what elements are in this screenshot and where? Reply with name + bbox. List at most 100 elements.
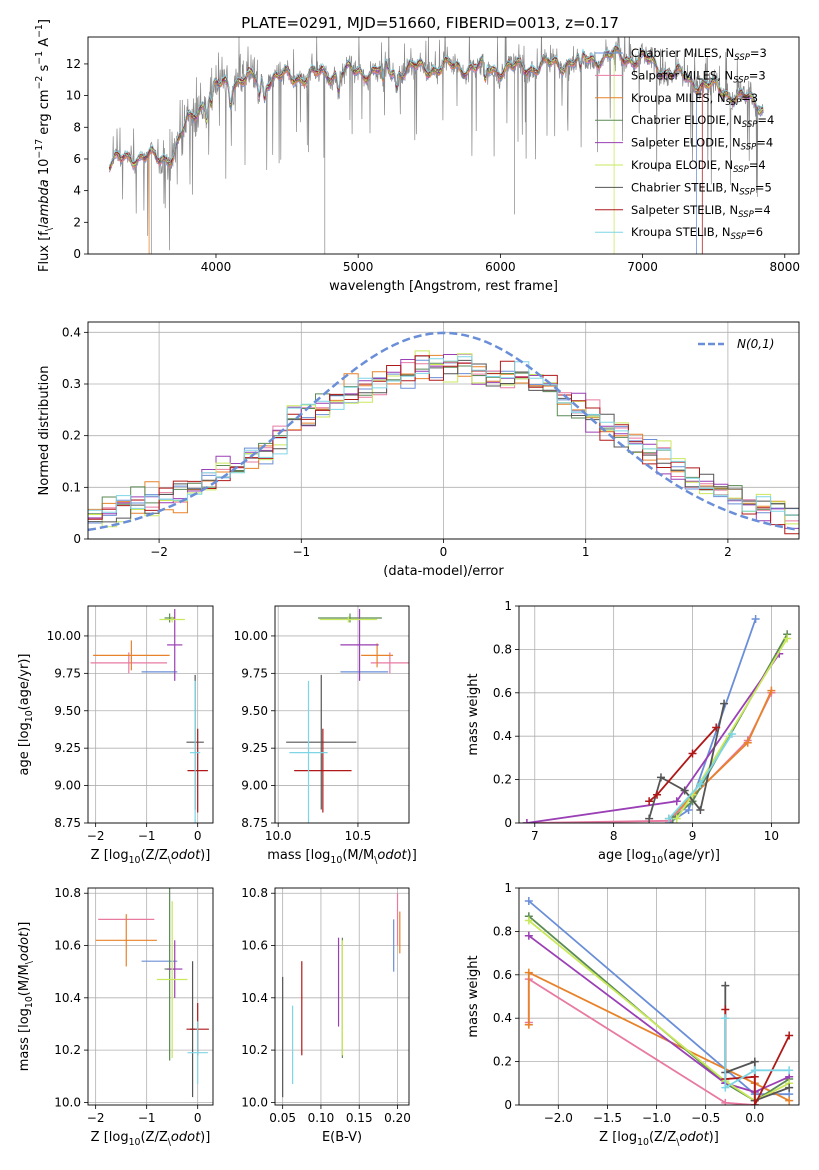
error-bar-point xyxy=(164,613,175,623)
legend-entry: Salpeter STELIB, NSSP=4 xyxy=(631,203,771,220)
x-tick-label: 10.0 xyxy=(265,829,292,843)
y-axis-label: mass weight xyxy=(466,673,481,755)
x-tick-label: 7000 xyxy=(627,260,658,274)
series-marker xyxy=(680,786,689,795)
series-marker xyxy=(672,797,681,806)
series-marker xyxy=(524,931,533,940)
x-tick-label: −1 xyxy=(292,545,310,559)
x-tick-label: 0.0 xyxy=(745,1111,764,1125)
x-tick-label: −1.0 xyxy=(642,1111,671,1125)
series-marker xyxy=(522,819,531,823)
series-marker xyxy=(785,1083,794,1092)
y-tick-label: 10.0 xyxy=(54,1095,81,1109)
legend-entry: Kroupa MILES, NSSP=3 xyxy=(631,91,758,108)
series-marker xyxy=(721,1014,730,1023)
plot-area xyxy=(522,615,792,823)
x-tick-label: 2 xyxy=(724,545,732,559)
legend-entry: Salpeter MILES, NSSP=3 xyxy=(631,68,766,85)
y-tick-label: 0.3 xyxy=(62,377,81,391)
plot-area xyxy=(282,893,401,1098)
x-tick-label: −2.0 xyxy=(544,1111,573,1125)
x-tick-label: −2 xyxy=(87,829,105,843)
series-marker xyxy=(750,1066,759,1075)
y-tick-label: 1 xyxy=(504,881,512,895)
series-marker xyxy=(524,916,533,925)
error-bar-point xyxy=(286,674,357,810)
y-tick-label: 9.75 xyxy=(54,666,81,680)
model-line xyxy=(108,43,764,167)
error-bar-point xyxy=(159,616,185,623)
x-tick-label: −2 xyxy=(150,545,168,559)
x-axis-label: mass [log10(M/M\odot)] xyxy=(267,848,417,866)
x-axis-label: E(B-V) xyxy=(322,1130,362,1145)
series-line xyxy=(528,919,790,1102)
y-tick-label: 8.75 xyxy=(54,816,81,830)
error-bar-point xyxy=(93,640,170,671)
y-tick-label: 4 xyxy=(73,184,81,198)
y-tick-label: 10.2 xyxy=(241,1043,268,1057)
error-bar-point xyxy=(294,728,352,813)
series-line xyxy=(724,1018,790,1090)
x-tick-label: 0.15 xyxy=(346,1111,373,1125)
series-marker xyxy=(751,615,760,624)
y-tick-label: 0.4 xyxy=(493,1011,512,1025)
series-marker xyxy=(721,1098,730,1105)
y-tick-label: 2 xyxy=(73,215,81,229)
legend-entry: Chabrier MILES, NSSP=3 xyxy=(631,46,767,63)
y-tick-label: 10.4 xyxy=(241,991,268,1005)
series-marker xyxy=(664,814,673,823)
y-axis-label: mass weight xyxy=(466,955,481,1037)
legend-entry: Chabrier STELIB, NSSP=5 xyxy=(631,180,772,197)
y-tick-label: 0 xyxy=(73,532,81,546)
y-tick-label: 0.4 xyxy=(493,729,512,743)
y-tick-label: 0.8 xyxy=(493,642,512,656)
x-tick-label: 4000 xyxy=(201,260,232,274)
series-marker xyxy=(767,686,776,695)
x-axis-label: Z [log10(Z/Z\odot)] xyxy=(91,848,211,866)
x-tick-label: 0.10 xyxy=(308,1111,335,1125)
x-tick-label: −0.5 xyxy=(691,1111,720,1125)
series-marker xyxy=(750,1101,759,1105)
y-axis-label: Flux [f\lambda 10−17 erg cm−2 s−1 A−1] xyxy=(34,19,55,272)
legend: Chabrier MILES, NSSP=3 Salpeter MILES, NS… xyxy=(595,46,774,242)
x-tick-label: 0 xyxy=(440,545,448,559)
y-tick-label: 10.8 xyxy=(241,886,268,900)
legend-entry: Kroupa STELIB, NSSP=6 xyxy=(631,225,763,242)
plot-area xyxy=(95,888,209,1098)
x-tick-label: −1.5 xyxy=(593,1111,622,1125)
x-tick-label: 1 xyxy=(582,545,590,559)
error-bar-point xyxy=(340,608,379,681)
series-marker xyxy=(688,749,697,758)
axes-frame xyxy=(87,605,214,824)
y-tick-label: 0 xyxy=(73,247,81,261)
series-marker xyxy=(656,773,665,782)
plot-area xyxy=(108,37,764,254)
series-marker xyxy=(750,1057,759,1066)
legend: N(0,1) xyxy=(698,337,774,351)
y-tick-label: 10.0 xyxy=(241,1095,268,1109)
y-tick-label: 0.6 xyxy=(493,968,512,982)
axes-frame xyxy=(274,887,410,1106)
x-tick-label: 0 xyxy=(194,1111,202,1125)
y-tick-label: 9.25 xyxy=(54,741,81,755)
axes-frame xyxy=(274,605,410,824)
series-marker xyxy=(524,897,533,906)
y-tick-label: 0.2 xyxy=(62,429,81,443)
data-spectrum-line xyxy=(109,37,764,254)
y-tick-label: 0.1 xyxy=(62,480,81,494)
series-marker xyxy=(672,814,681,823)
y-tick-label: 0.4 xyxy=(62,325,81,339)
x-tick-label: −1 xyxy=(138,1111,156,1125)
series-line xyxy=(672,633,788,820)
axes-massweight_vs_Z: −2.0 −1.5 −1.0 −0.5 0.0 0 0.2 0.4 0.6 0.8 1 Z [log1… xyxy=(466,881,800,1148)
axes-frame xyxy=(87,887,214,1106)
plot-area xyxy=(286,608,409,823)
series-line xyxy=(648,726,717,802)
axes-mass_vs_EBV: 0.05 0.10 0.15 0.20 10.0 10.2 10.4 10.6 10.8 E(B-… xyxy=(241,886,411,1145)
series-marker xyxy=(743,738,752,747)
series-marker xyxy=(696,805,705,814)
y-tick-label: 0.2 xyxy=(493,773,512,787)
legend-entry: Chabrier ELODIE, NSSP=4 xyxy=(631,113,774,130)
x-tick-label: 9 xyxy=(689,829,697,843)
plot-area xyxy=(90,608,208,823)
